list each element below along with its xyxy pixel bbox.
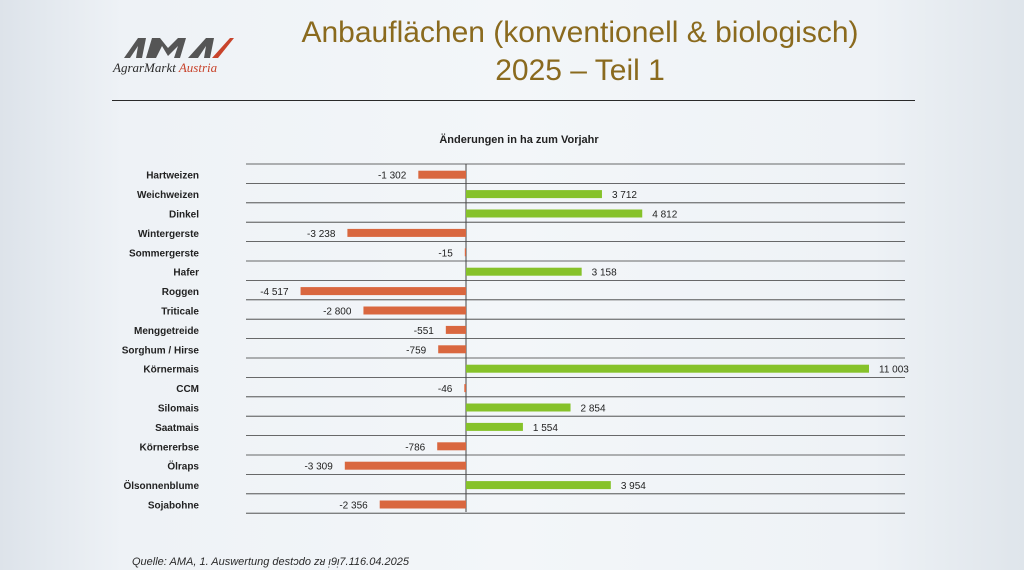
bar xyxy=(466,403,571,412)
value-label: 11 003 xyxy=(879,365,909,376)
value-label: 3 712 xyxy=(612,190,637,201)
bar xyxy=(344,461,466,470)
value-label: -3 238 xyxy=(307,229,336,240)
grid-lines xyxy=(246,163,905,514)
category-label: Sommergerste xyxy=(129,248,199,259)
category-label: Sojabohne xyxy=(148,501,200,512)
category-labels: Hartweizen Weichweizen Dinkel Wintergerste S… xyxy=(122,171,200,512)
category-label: Hartweizen xyxy=(146,171,199,182)
bar xyxy=(466,267,582,276)
bar xyxy=(466,481,611,490)
value-label: 4 812 xyxy=(652,210,677,221)
title-divider xyxy=(112,100,915,101)
category-label: Hafer xyxy=(173,268,199,279)
value-label: 3 158 xyxy=(592,268,617,279)
category-label: Körnermais xyxy=(143,365,199,376)
value-label: -551 xyxy=(414,326,434,337)
value-label: -15 xyxy=(438,248,453,259)
bars xyxy=(300,170,869,509)
category-label: Wintergerste xyxy=(138,229,199,240)
category-label: Triticale xyxy=(161,307,199,318)
category-label: Silomais xyxy=(158,404,200,415)
category-label: Dinkel xyxy=(169,210,199,221)
value-label: 1 554 xyxy=(533,423,558,434)
bar xyxy=(464,248,466,257)
logo-text-accent: Austria xyxy=(178,60,218,75)
logo-text: AgrarMarkt Austria xyxy=(113,60,217,76)
category-label: Sorghum / Hirse xyxy=(122,345,200,356)
logo-letter-m xyxy=(146,38,186,58)
logo-red-stripe xyxy=(212,38,234,58)
bar xyxy=(418,170,466,179)
value-label: -2 800 xyxy=(323,307,352,318)
bar xyxy=(379,500,466,509)
bar xyxy=(466,190,602,199)
bar xyxy=(363,306,466,315)
bar xyxy=(445,325,466,334)
value-label: -46 xyxy=(438,384,453,395)
value-label: 3 954 xyxy=(621,481,646,492)
value-label: -1 302 xyxy=(378,171,407,182)
title-line-1: Anbauflächen (konventionell & biologisch… xyxy=(301,16,859,49)
page-title: Anbauflächen (konventionell & biologisch… xyxy=(250,14,910,90)
category-label: Ölraps xyxy=(167,460,199,473)
bar xyxy=(437,442,466,451)
category-label: Saatmais xyxy=(155,423,199,434)
source-note: Quelle: AMA, 1. Auswertung destɔdo zᴚ ᴉ9… xyxy=(132,556,409,568)
category-label: CCM xyxy=(176,384,199,395)
bar xyxy=(466,364,869,373)
value-label: -2 356 xyxy=(339,501,368,512)
category-label: Ölsonnenblume xyxy=(123,479,199,492)
category-label: Körnererbse xyxy=(140,442,200,453)
title-line-2: 2025 – Teil 1 xyxy=(495,54,665,87)
value-label: 2 854 xyxy=(581,404,606,415)
logo-letter-a2 xyxy=(188,38,214,58)
bar xyxy=(466,422,523,431)
logo-text-main: AgrarMarkt xyxy=(113,60,179,75)
category-label: Roggen xyxy=(162,287,199,298)
value-label: -786 xyxy=(405,442,425,453)
bar xyxy=(464,384,466,393)
value-label: -3 309 xyxy=(304,462,333,473)
category-label: Menggetreide xyxy=(134,326,199,337)
chart-title: Änderungen in ha zum Vorjahr xyxy=(439,133,599,146)
value-label: -759 xyxy=(406,345,426,356)
ama-logo xyxy=(124,38,234,58)
value-labels: -1 302 3 712 4 812 -3 238 -15 3 158 -4 517 -2 8… xyxy=(260,171,909,512)
bar xyxy=(347,228,466,237)
bar xyxy=(300,287,466,296)
logo-letter-a1 xyxy=(124,38,146,58)
value-label: -4 517 xyxy=(260,287,289,298)
bar xyxy=(466,209,643,218)
category-label: Weichweizen xyxy=(137,190,199,201)
bar xyxy=(438,345,466,354)
